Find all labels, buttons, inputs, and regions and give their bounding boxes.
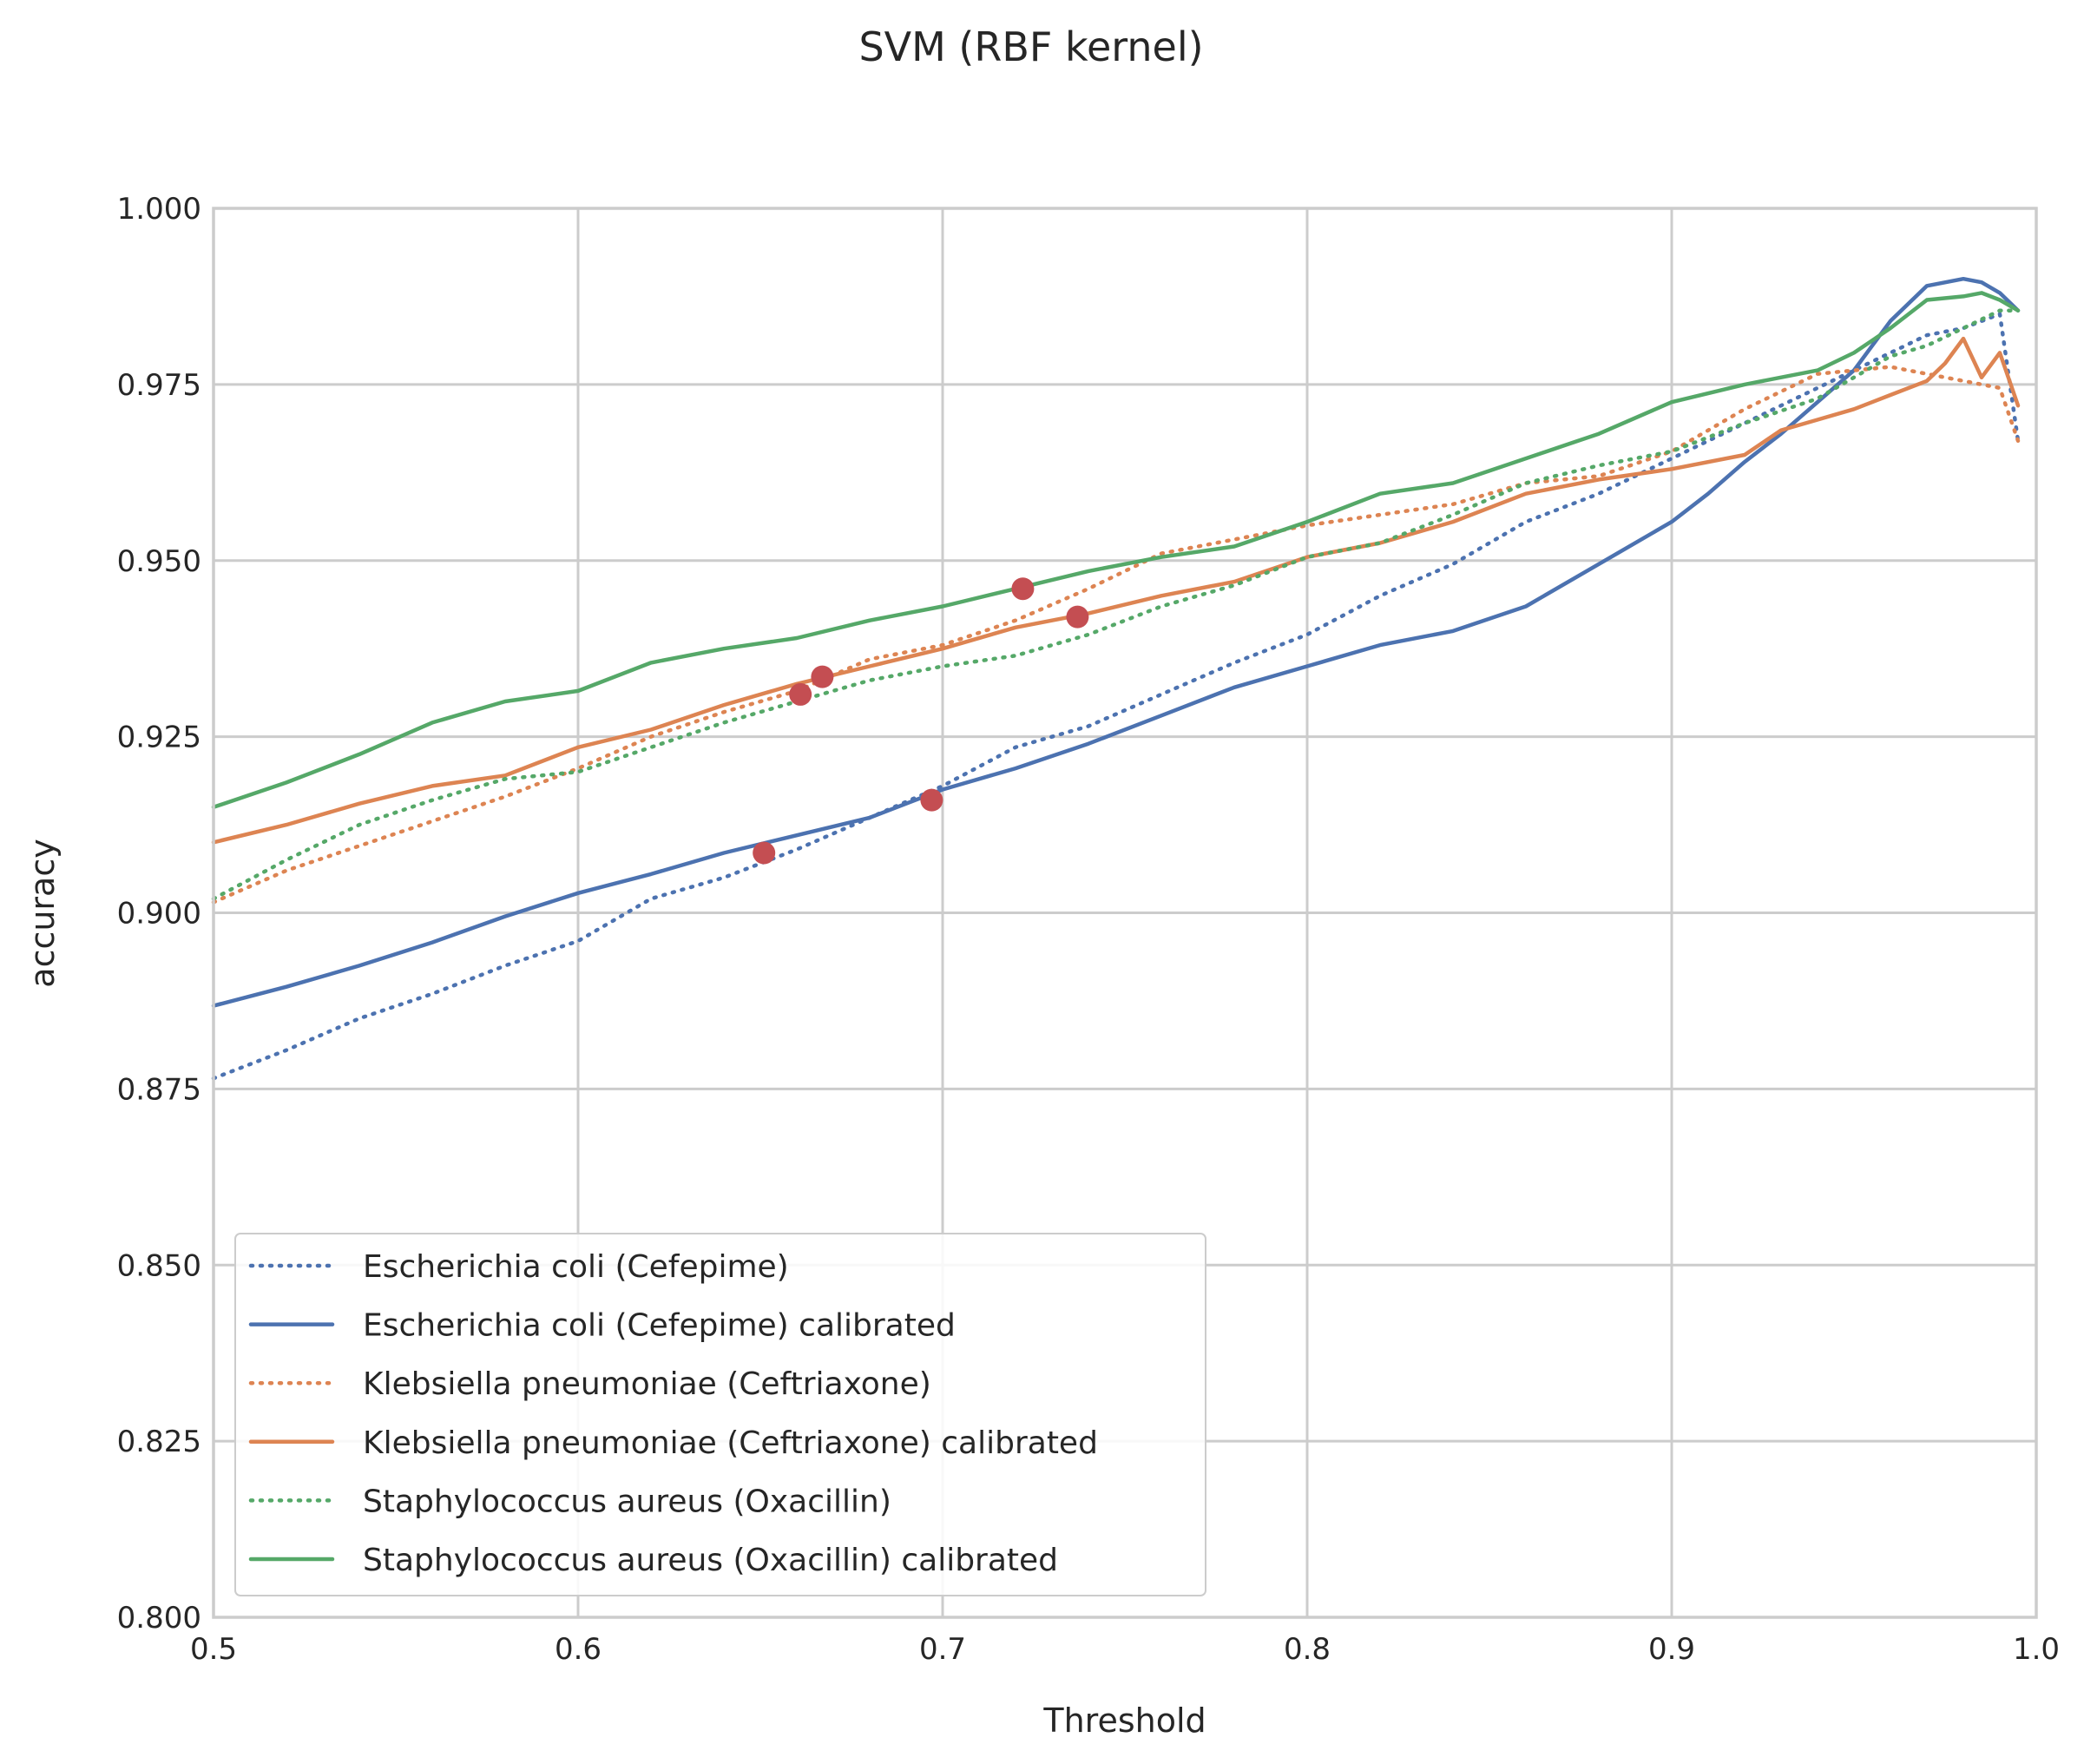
y-tick-label-3: 0.875 — [117, 1072, 201, 1107]
threshold-marker-4 — [1011, 577, 1035, 601]
legend-label-3: Klebsiella pneumoniae (Ceftriaxone) cali… — [363, 1425, 1098, 1461]
x-tick-label-3: 0.8 — [1284, 1632, 1331, 1667]
y-tick-label-8: 1.000 — [117, 192, 201, 227]
y-tick-labels: 0.800 0.825 0.850 0.875 0.900 0.925 0.950 0.975… — [117, 192, 201, 1636]
y-tick-label-1: 0.825 — [117, 1425, 201, 1459]
legend-label-1: Escherichia coli (Cefepime) calibrated — [363, 1308, 956, 1344]
series-line-4 — [211, 308, 2021, 901]
series-layer — [211, 276, 2021, 1081]
series-line-2 — [211, 365, 2021, 905]
x-tick-label-2: 0.7 — [919, 1632, 966, 1667]
y-tick-label-5: 0.925 — [117, 721, 201, 755]
plot-frame — [212, 207, 2038, 1619]
marker-layer — [753, 577, 1089, 865]
threshold-marker-3 — [920, 788, 943, 812]
series-line-5 — [211, 291, 2021, 810]
x-tick-labels: 0.5 0.6 0.7 0.8 0.9 1.0 — [190, 1632, 2060, 1667]
threshold-marker-1 — [789, 682, 812, 706]
x-tick-label-1: 0.6 — [555, 1632, 602, 1667]
legend: Escherichia coli (Cefepime) Escherichia c… — [234, 1233, 1206, 1596]
legend-label-2: Klebsiella pneumoniae (Ceftriaxone) — [363, 1366, 931, 1402]
y-tick-label-7: 0.975 — [117, 368, 201, 403]
y-tick-label-4: 0.900 — [117, 897, 201, 931]
chart-title: SVM (RBF kernel) — [858, 23, 1203, 70]
legend-box — [234, 1233, 1206, 1596]
x-axis-label: Threshold — [1042, 1701, 1206, 1740]
legend-label-0: Escherichia coli (Cefepime) — [363, 1249, 789, 1285]
series-line-3 — [211, 336, 2021, 845]
threshold-marker-5 — [1066, 605, 1089, 629]
y-tick-label-0: 0.800 — [117, 1601, 201, 1636]
threshold-marker-2 — [811, 665, 834, 688]
y-tick-label-6: 0.950 — [117, 544, 201, 579]
x-tick-label-4: 0.9 — [1648, 1632, 1695, 1667]
x-tick-label-5: 1.0 — [2013, 1632, 2060, 1667]
legend-label-4: Staphylococcus aureus (Oxacillin) — [363, 1484, 891, 1519]
legend-label-5: Staphylococcus aureus (Oxacillin) calibr… — [363, 1543, 1058, 1578]
series-line-0 — [211, 312, 2021, 1081]
y-axis-label: accuracy — [23, 839, 62, 987]
x-tick-label-0: 0.5 — [190, 1632, 237, 1667]
y-tick-label-2: 0.850 — [117, 1248, 201, 1283]
threshold-marker-0 — [753, 841, 776, 865]
series-line-1 — [211, 276, 2021, 1008]
